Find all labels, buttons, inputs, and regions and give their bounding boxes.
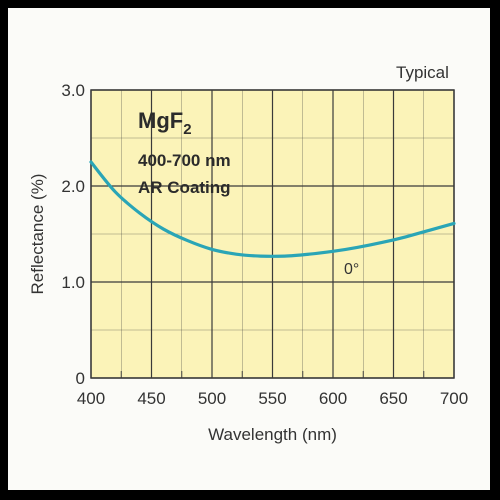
series-line-0deg	[89, 160, 456, 258]
x-tick-label: 650	[379, 389, 407, 408]
series-label: 0°	[344, 261, 359, 278]
x-tick-label: 700	[440, 389, 468, 408]
curve-layer	[89, 160, 456, 258]
y-tick-label: 1.0	[61, 273, 85, 292]
title-formula: MgF	[138, 108, 183, 133]
chart-title: MgF2	[138, 108, 192, 138]
x-tick-label: 550	[258, 389, 286, 408]
chart-subtitle-range: 400-700 nm	[138, 151, 231, 170]
x-axis-label: Wavelength (nm)	[208, 425, 337, 444]
y-axis-label: Reflectance (%)	[28, 174, 47, 295]
x-tick-label: 600	[319, 389, 347, 408]
x-tick-label: 500	[198, 389, 226, 408]
chart-frame: 400 450 500 550 600 650 700 0 1.0 2.0 3.0 Typical …	[8, 8, 490, 490]
title-subscript: 2	[183, 121, 191, 138]
x-tick-label: 400	[77, 389, 105, 408]
tick-labels: 400 450 500 550 600 650 700 0 1.0 2.0 3.0	[61, 81, 468, 408]
grid-lines	[90, 89, 455, 379]
chart-subtitle-coating: AR Coating	[138, 178, 231, 197]
y-tick-label: 0	[76, 369, 85, 388]
typical-annotation: Typical	[396, 63, 449, 82]
y-tick-label: 2.0	[61, 177, 85, 196]
x-tick-label: 450	[137, 389, 165, 408]
y-tick-label: 3.0	[61, 81, 85, 100]
